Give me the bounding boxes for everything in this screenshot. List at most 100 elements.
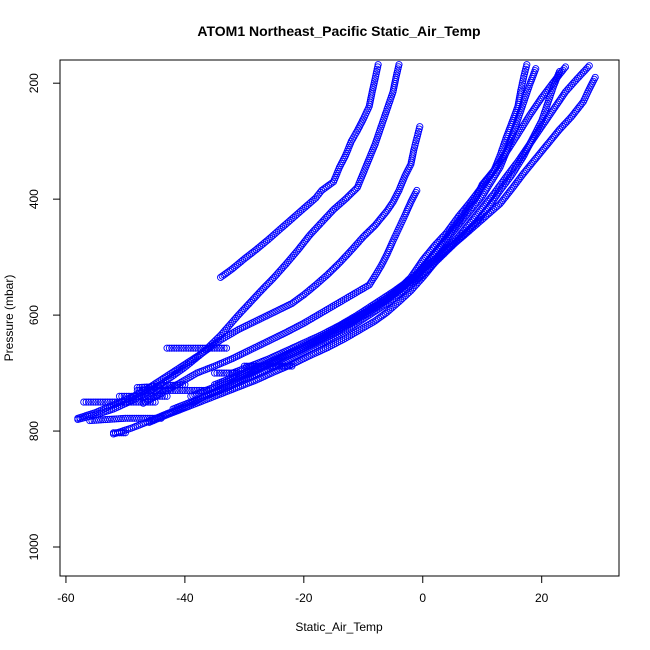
data-point (161, 373, 169, 381)
data-point (526, 111, 534, 119)
data-point (519, 123, 527, 131)
data-point (228, 329, 237, 337)
data-point (508, 171, 516, 179)
x-tick-label: -60 (57, 591, 75, 605)
data-point (167, 381, 175, 389)
data-point (215, 337, 223, 345)
data-point (106, 415, 114, 423)
data-point (232, 327, 240, 335)
data-point (120, 392, 128, 400)
data-point (106, 398, 114, 406)
y-axis-label: Pressure (mbar) (2, 275, 16, 362)
data-point (312, 312, 320, 320)
data-point (486, 180, 494, 188)
data-point (495, 165, 503, 173)
data-point (206, 344, 214, 352)
data-point (584, 63, 592, 71)
data-point (245, 362, 253, 370)
data-point (416, 123, 424, 131)
data-point (113, 398, 121, 406)
data-point (370, 273, 378, 282)
data-point (240, 362, 248, 370)
data-point (90, 416, 98, 424)
data-point (269, 362, 277, 370)
data-point (165, 344, 173, 352)
data-point (378, 297, 386, 305)
data-point (262, 362, 270, 370)
data-point (97, 416, 105, 424)
chart-title: ATOM1 Northeast_Pacific Static_Air_Temp (197, 23, 480, 39)
data-point (374, 268, 382, 276)
data-point (545, 112, 553, 120)
data-point (403, 278, 411, 286)
data-point (490, 195, 498, 203)
data-point (186, 357, 194, 365)
data-point (281, 362, 289, 370)
data-point (230, 328, 238, 336)
data-point (220, 344, 228, 352)
data-point (121, 429, 129, 437)
data-point (211, 369, 219, 377)
data-point (558, 93, 566, 101)
data-point (146, 414, 154, 422)
data-point (515, 156, 523, 164)
data-point (104, 415, 112, 424)
data-point (139, 414, 147, 422)
data-point (361, 323, 369, 331)
data-point (175, 364, 184, 372)
data-point (192, 344, 200, 352)
data-point (123, 392, 131, 400)
data-point (551, 103, 559, 112)
data-point (128, 414, 136, 422)
data-point (101, 398, 109, 406)
data-point (368, 302, 376, 310)
data-point (527, 109, 535, 117)
data-point (159, 374, 168, 382)
data-point (359, 310, 367, 319)
data-point (193, 352, 201, 360)
data-point (118, 392, 126, 400)
data-point (363, 321, 371, 330)
data-point (369, 318, 377, 326)
data-point (349, 313, 357, 321)
data-point (124, 414, 132, 422)
data-point (479, 190, 487, 198)
data-point (234, 369, 242, 377)
data-point (130, 392, 138, 400)
data-point (520, 121, 528, 129)
data-point (247, 362, 256, 370)
data-point (371, 272, 379, 280)
data-point (353, 288, 361, 296)
data-point (218, 369, 226, 377)
x-tick-label: 20 (535, 591, 549, 605)
data-point (264, 362, 272, 370)
data-point (177, 344, 185, 352)
data-point (99, 416, 107, 424)
data-point (517, 155, 526, 164)
data-point (211, 344, 219, 352)
data-point (371, 299, 379, 308)
data-point (165, 371, 173, 379)
data-point (174, 381, 182, 389)
data-point (357, 309, 365, 317)
data-point (141, 414, 150, 422)
data-point (376, 264, 384, 272)
data-point (380, 296, 388, 304)
data-point (388, 200, 396, 208)
data-point (345, 316, 353, 324)
data-point (94, 398, 102, 406)
data-point (550, 105, 558, 113)
data-point (514, 161, 522, 169)
x-tick-label: -20 (295, 591, 313, 605)
data-point (488, 176, 496, 184)
data-point (359, 284, 367, 292)
data-point (152, 382, 160, 390)
data-point (366, 303, 374, 311)
data-point (220, 334, 229, 342)
data-point (177, 366, 185, 374)
data-point (135, 414, 143, 422)
data-point (184, 358, 192, 366)
y-axis: 200 400 600 800 1000 (27, 73, 61, 560)
data-point (341, 334, 350, 342)
data-point (112, 415, 121, 423)
